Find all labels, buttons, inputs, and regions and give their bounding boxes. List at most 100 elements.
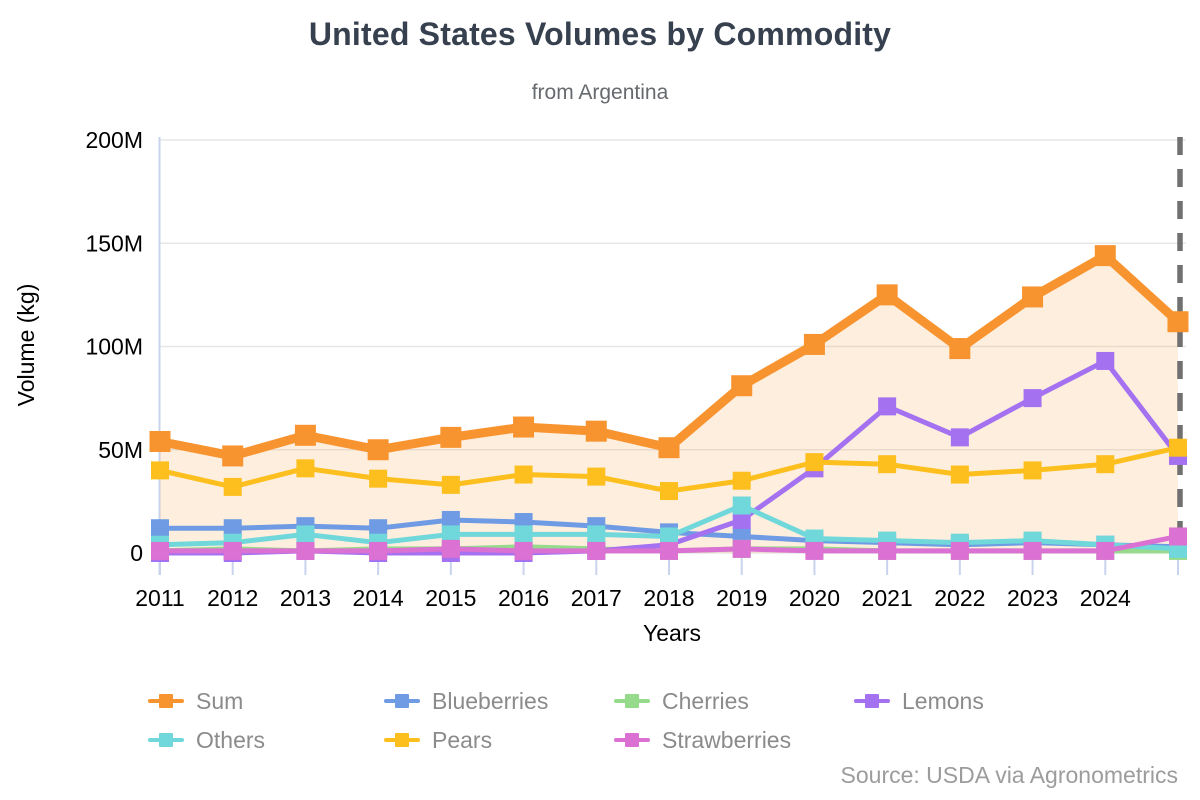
x-tick-label: 2015 [425, 585, 476, 611]
series-marker-strawberries[interactable] [151, 541, 169, 560]
series-marker-lemons[interactable] [950, 428, 969, 447]
source-credit: Source: USDA via Agronometrics [840, 762, 1178, 788]
series-marker-pears[interactable] [151, 461, 169, 480]
legend-item-strawberries[interactable]: Strawberries [614, 725, 854, 755]
legend-item-pears[interactable]: Pears [384, 725, 614, 755]
legend-item-label: Pears [432, 726, 493, 753]
y-tick-label: 100M [85, 334, 143, 360]
series-marker-others[interactable] [441, 525, 460, 544]
x-tick-label: 2018 [643, 585, 694, 611]
series-marker-pears[interactable] [441, 475, 460, 494]
series-marker-blueberries[interactable] [151, 519, 169, 538]
y-axis-title: Volume (kg) [13, 284, 39, 407]
series-marker-sum[interactable] [222, 445, 244, 467]
series-marker-sum[interactable] [367, 439, 389, 461]
series-marker-others[interactable] [514, 525, 533, 544]
series-marker-others[interactable] [296, 525, 315, 544]
series-marker-pears[interactable] [659, 482, 678, 501]
series-marker-sum[interactable] [1022, 286, 1044, 308]
series-marker-strawberries[interactable] [514, 541, 533, 560]
series-marker-sum[interactable] [294, 424, 316, 446]
legend-item-label: Blueberries [432, 687, 549, 714]
series-marker-strawberries[interactable] [1023, 541, 1042, 560]
legend-item-blueberries[interactable]: Blueberries [384, 686, 614, 716]
x-axis-title: Years [643, 620, 701, 646]
series-marker-blueberries[interactable] [441, 510, 460, 529]
legend-series-marker-icon [614, 732, 650, 748]
series-marker-strawberries[interactable] [732, 539, 751, 558]
series-marker-strawberries[interactable] [369, 541, 388, 560]
series-marker-sum[interactable] [1094, 245, 1116, 267]
series-marker-sum[interactable] [803, 333, 825, 355]
series-marker-pears[interactable] [1023, 461, 1042, 480]
series-marker-pears[interactable] [805, 453, 824, 472]
series-marker-pears[interactable] [587, 467, 606, 486]
legend: Sum Blueberries Cherries Lemons Others Pears S… [148, 686, 1088, 755]
series-marker-strawberries[interactable] [805, 541, 824, 560]
y-tick-label: 150M [85, 230, 143, 256]
series-marker-sum[interactable] [876, 284, 898, 306]
series-marker-strawberries[interactable] [441, 539, 460, 558]
series-marker-sum[interactable] [731, 375, 753, 397]
x-tick-label: 2011 [135, 585, 184, 611]
series-marker-sum[interactable] [440, 426, 462, 448]
x-tick-label: 2014 [353, 585, 404, 611]
series-marker-pears[interactable] [223, 477, 242, 496]
legend-series-marker-icon [384, 732, 420, 748]
x-tick-label: 2013 [280, 585, 331, 611]
series-marker-pears[interactable] [296, 459, 315, 478]
chart-title: United States Volumes by Commodity [308, 16, 892, 52]
series-marker-lemons[interactable] [1023, 389, 1042, 408]
y-tick-label: 200M [85, 127, 143, 153]
series-marker-sum[interactable] [149, 430, 171, 452]
legend-item-label: Others [196, 726, 266, 753]
series-marker-pears[interactable] [950, 465, 969, 484]
series-marker-strawberries[interactable] [878, 541, 897, 560]
series-marker-others[interactable] [732, 496, 751, 515]
legend-series-marker-icon [384, 693, 420, 709]
series-marker-others[interactable] [587, 525, 606, 544]
sum-area-fill [160, 255, 1178, 553]
y-tick-label: 0 [130, 540, 143, 566]
series-marker-strawberries[interactable] [659, 541, 678, 560]
legend-item-others[interactable]: Others [148, 725, 384, 755]
x-tick-label: 2020 [789, 585, 840, 611]
legend-item-label: Sum [196, 687, 244, 714]
series-marker-blueberries[interactable] [369, 519, 388, 538]
legend-item-cherries[interactable]: Cherries [614, 686, 854, 716]
legend-item-label: Strawberries [662, 726, 792, 753]
series-marker-lemons[interactable] [732, 510, 751, 529]
x-tick-label: 2016 [498, 585, 549, 611]
x-tick-label: 2017 [571, 585, 622, 611]
series-marker-blueberries[interactable] [223, 519, 242, 538]
x-tick-label: 2019 [716, 585, 767, 611]
series-marker-sum[interactable] [949, 338, 971, 360]
series-marker-sum[interactable] [1167, 311, 1189, 333]
legend-series-marker-icon [854, 693, 890, 709]
series-marker-sum[interactable] [658, 437, 680, 459]
x-tick-label: 2012 [207, 585, 258, 611]
series-marker-sum[interactable] [585, 420, 607, 442]
series-marker-strawberries[interactable] [587, 541, 606, 560]
series-marker-strawberries[interactable] [296, 541, 315, 560]
series-marker-sum[interactable] [513, 416, 535, 438]
series-marker-pears[interactable] [1096, 455, 1115, 474]
x-tick-label: 2022 [934, 585, 985, 611]
series-marker-lemons[interactable] [1096, 351, 1115, 370]
series-marker-pears[interactable] [878, 455, 897, 474]
series-marker-pears[interactable] [732, 471, 751, 490]
series-marker-strawberries[interactable] [223, 541, 242, 560]
series-marker-pears[interactable] [369, 469, 388, 488]
series-marker-strawberries[interactable] [950, 541, 969, 560]
series-marker-strawberries[interactable] [1096, 541, 1115, 560]
series-marker-strawberries[interactable] [1168, 527, 1187, 546]
legend-series-marker-icon [148, 732, 184, 748]
series-marker-others[interactable] [659, 527, 678, 546]
series-marker-pears[interactable] [514, 465, 533, 484]
legend-item-lemons[interactable]: Lemons [854, 686, 1064, 716]
legend-item-sum[interactable]: Sum [148, 686, 384, 716]
legend-series-marker-icon [148, 693, 184, 709]
series-marker-lemons[interactable] [878, 397, 897, 416]
series-marker-pears[interactable] [1168, 438, 1187, 457]
